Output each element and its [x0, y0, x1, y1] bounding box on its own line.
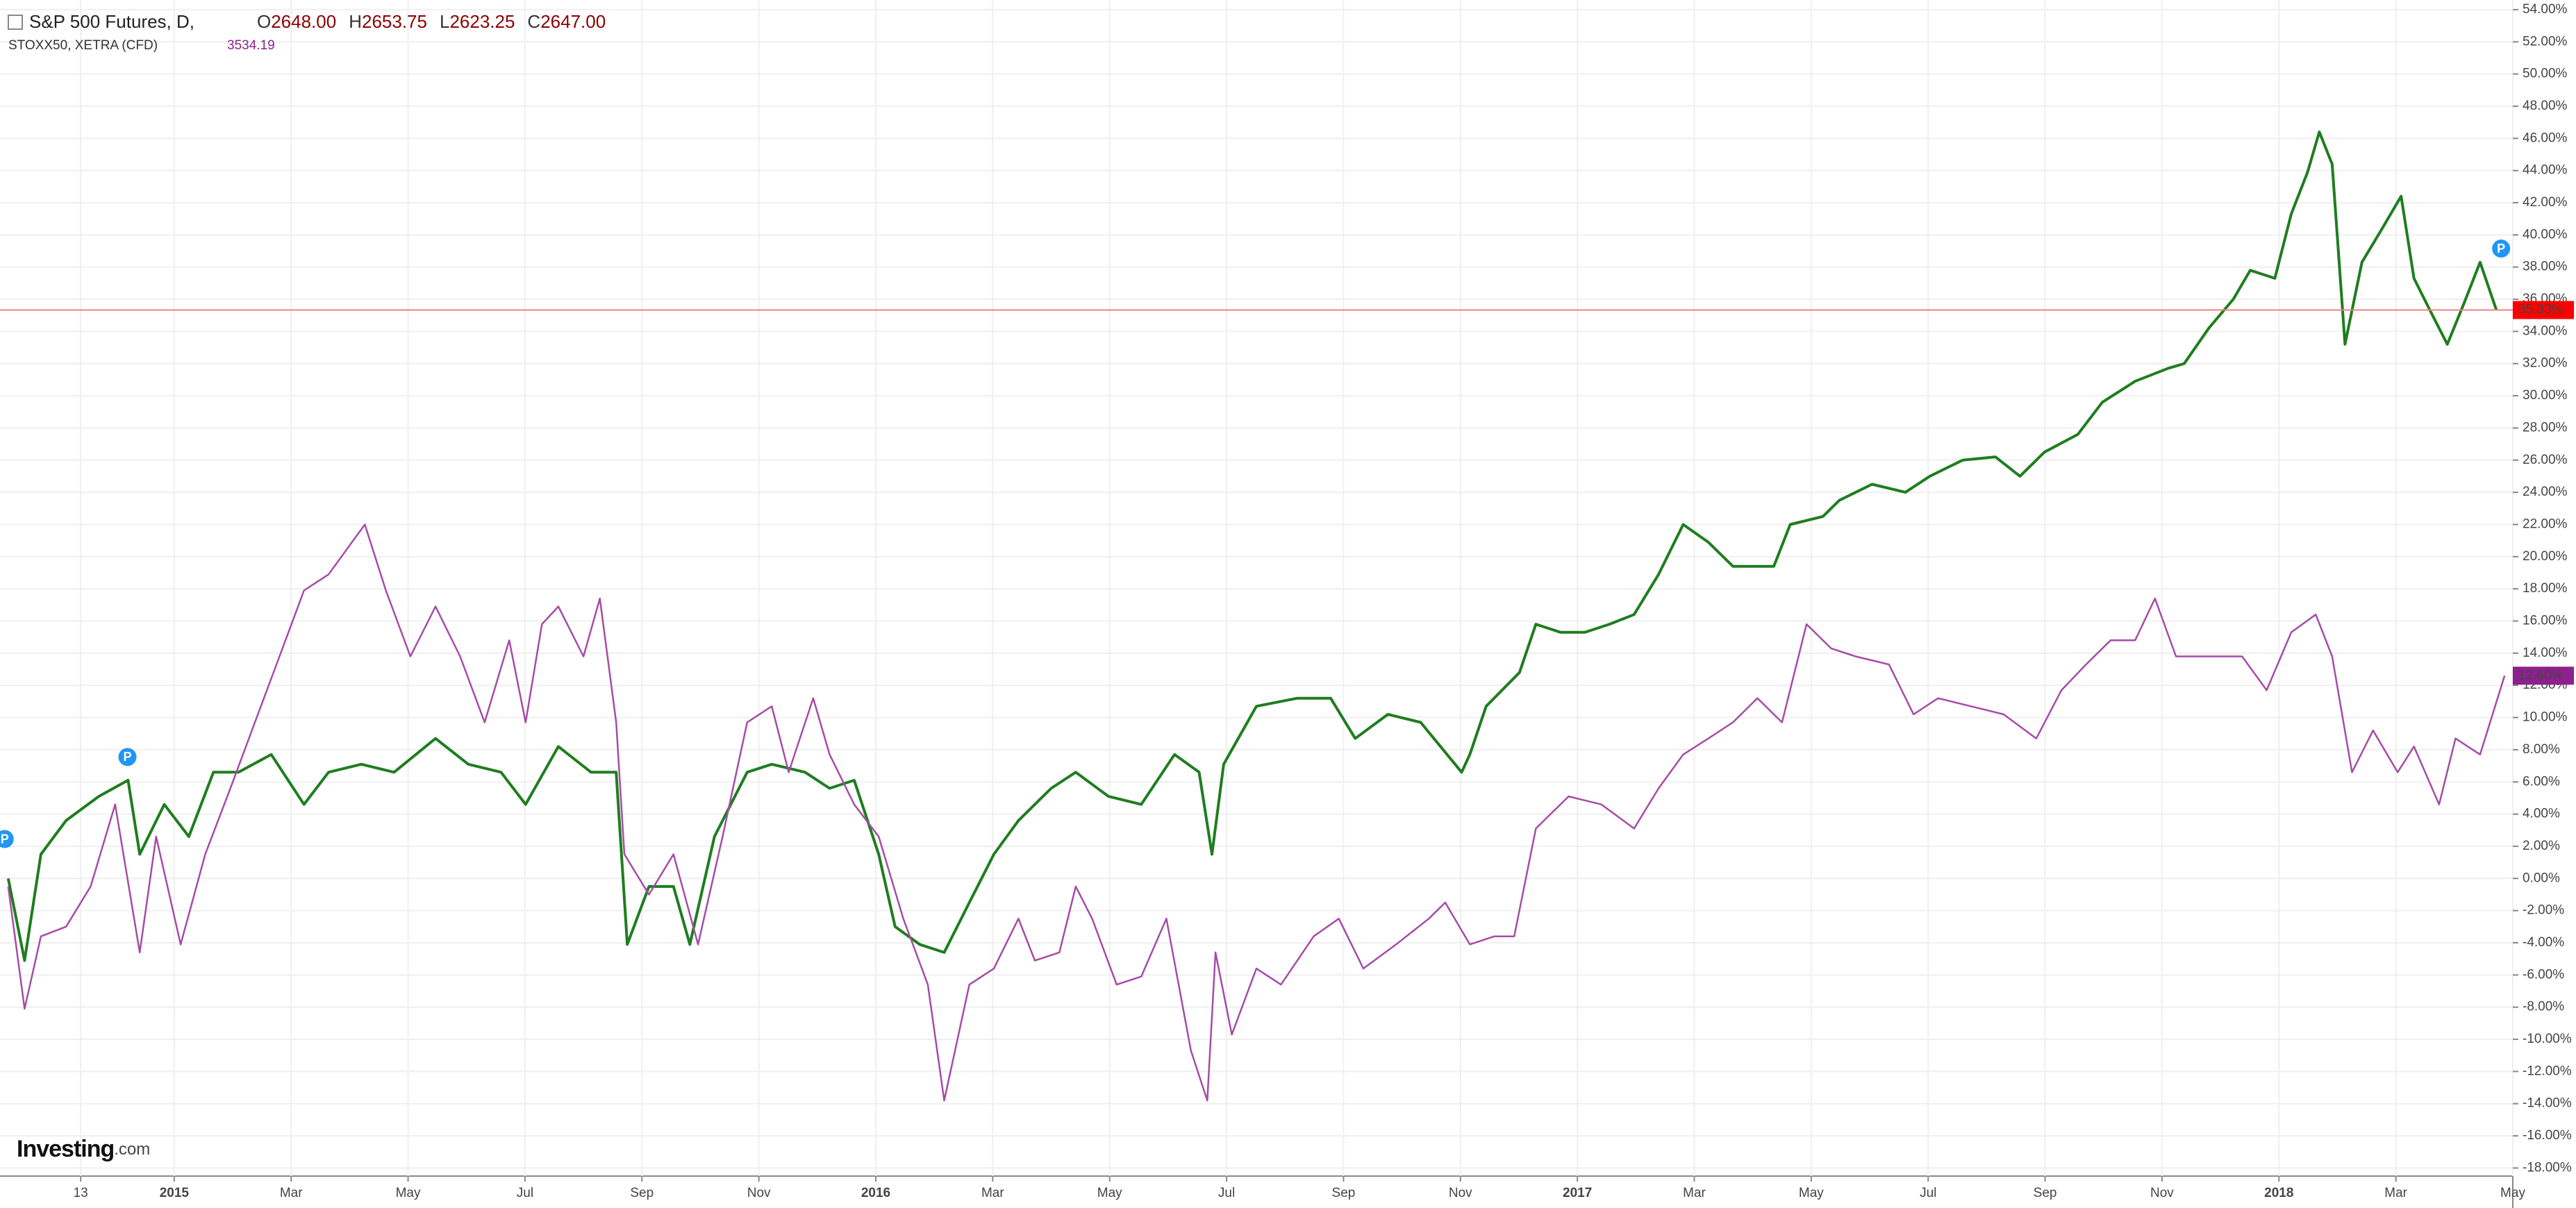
series-line — [6, 131, 2498, 962]
event-marker[interactable] — [118, 748, 137, 766]
x-axis-band — [0, 1176, 2513, 1208]
x-tick-label: 2016 — [861, 1186, 890, 1200]
y-tick-label: -16.00% — [2523, 1128, 2572, 1143]
ohlc-key: L — [440, 11, 449, 32]
logo-suffix: .com — [114, 1140, 150, 1159]
x-tick-label: May — [1097, 1186, 1122, 1200]
series-title: S&P 500 Futures, D, O2648.00 H2653.75 L2623… — [29, 11, 606, 32]
event-marker-label: P — [2497, 242, 2505, 255]
y-tick-label: 24.00% — [2523, 485, 2568, 499]
last-value-box — [2513, 301, 2574, 319]
x-tick-label: May — [396, 1186, 421, 1200]
grid — [0, 0, 2513, 1176]
y-tick-label: 22.00% — [2523, 517, 2568, 531]
event-marker-label: P — [1, 832, 9, 846]
y-tick-label: 40.00% — [2523, 227, 2568, 242]
last-value-label: 12.60% — [2518, 668, 2563, 682]
x-tick-label: Jul — [1218, 1186, 1235, 1200]
x-tick-label: May — [1799, 1186, 1824, 1200]
ohlc-key: H — [349, 11, 362, 32]
y-tick-label: 52.00% — [2523, 34, 2568, 49]
x-tick-label: Sep — [630, 1186, 654, 1200]
x-tick-label: Nov — [2150, 1186, 2174, 1200]
y-tick-label: 48.00% — [2523, 99, 2568, 113]
x-tick-label: Jul — [517, 1186, 533, 1200]
y-tick-label: 8.00% — [2523, 742, 2560, 757]
y-tick-label: -14.00% — [2523, 1096, 2572, 1111]
legend-header: S&P 500 Futures, D, O2648.00 H2653.75 L2623… — [8, 11, 606, 53]
y-tick-label: 38.00% — [2523, 260, 2568, 274]
x-tick-label: May — [2500, 1186, 2525, 1200]
x-tick-label: Mar — [2384, 1186, 2407, 1200]
x-tick-label: Mar — [280, 1186, 303, 1200]
event-marker[interactable] — [2492, 240, 2511, 258]
compare-title: STOXX50, XETRA (CFD) 3534.19 — [8, 38, 275, 53]
last-value-box — [2513, 666, 2574, 685]
y-tick-label: 28.00% — [2523, 420, 2568, 435]
compare-value: 3534.19 — [227, 38, 275, 53]
y-tick-label: 54.00% — [2523, 2, 2568, 17]
y-tick-label: 44.00% — [2523, 163, 2568, 178]
y-tick-label: 6.00% — [2523, 774, 2560, 789]
y-tick-label: -4.00% — [2523, 935, 2564, 950]
y-tick-label: 50.00% — [2523, 67, 2568, 81]
x-tick-label: Nov — [747, 1186, 771, 1200]
compare-name: STOXX50, XETRA (CFD) — [8, 38, 158, 53]
y-tick-label: -18.00% — [2523, 1160, 2572, 1175]
x-tick-label: 13 — [74, 1186, 88, 1200]
y-tick-label: 34.00% — [2523, 324, 2568, 338]
ohlc-value: 2623.25 — [449, 11, 515, 32]
ohlc-value: 2653.75 — [362, 11, 427, 32]
y-tick-label: -12.00% — [2523, 1064, 2572, 1078]
x-tick-label: 2018 — [2264, 1186, 2293, 1200]
ohlc-value: 2647.00 — [540, 11, 606, 32]
y-tick-label: 4.00% — [2523, 807, 2560, 821]
y-tick-label: 16.00% — [2523, 614, 2568, 628]
y-tick-label: 14.00% — [2523, 646, 2568, 660]
y-tick-label: -6.00% — [2523, 967, 2564, 982]
x-tick-label: Mar — [1683, 1186, 1706, 1200]
y-tick-label: 30.00% — [2523, 388, 2568, 403]
y-tick-label: 10.00% — [2523, 710, 2568, 725]
y-tick-label: 32.00% — [2523, 356, 2568, 371]
x-tick-label: Mar — [981, 1186, 1004, 1200]
event-marker-label: P — [124, 750, 132, 764]
y-tick-label: 20.00% — [2523, 549, 2568, 564]
x-tick-label: Nov — [1449, 1186, 1472, 1200]
x-tick-label: Sep — [2034, 1186, 2057, 1200]
ohlc-value: 2648.00 — [271, 11, 336, 32]
y-tick-label: 18.00% — [2523, 581, 2568, 596]
ohlc-key: C — [527, 11, 540, 32]
y-tick-label: -8.00% — [2523, 1000, 2564, 1014]
collapse-icon[interactable] — [8, 15, 23, 30]
y-tick-label: 46.00% — [2523, 131, 2568, 145]
series-name: S&P 500 Futures, D, — [29, 11, 194, 32]
event-marker[interactable] — [0, 830, 14, 848]
series-line — [7, 523, 2506, 1102]
x-tick-label: Sep — [1332, 1186, 1356, 1200]
x-tick-label: 2015 — [160, 1186, 190, 1200]
ohlc-key: O — [257, 11, 271, 32]
y-tick-label: -10.00% — [2523, 1032, 2572, 1046]
logo: Investing.com — [17, 1136, 150, 1162]
last-value-label: 35.33% — [2518, 303, 2563, 317]
x-tick-label: 2017 — [1563, 1186, 1592, 1200]
y-tick-label: -2.00% — [2523, 903, 2564, 918]
y-tick-label: 2.00% — [2523, 839, 2560, 853]
y-tick-label: 0.00% — [2523, 871, 2560, 885]
logo-main: Investing — [17, 1136, 114, 1162]
plot-area: P P P — [0, 131, 2513, 1102]
y-tick-label: 26.00% — [2523, 453, 2568, 467]
x-tick-label: Jul — [1920, 1186, 1936, 1200]
y-tick-label: 42.00% — [2523, 195, 2568, 210]
